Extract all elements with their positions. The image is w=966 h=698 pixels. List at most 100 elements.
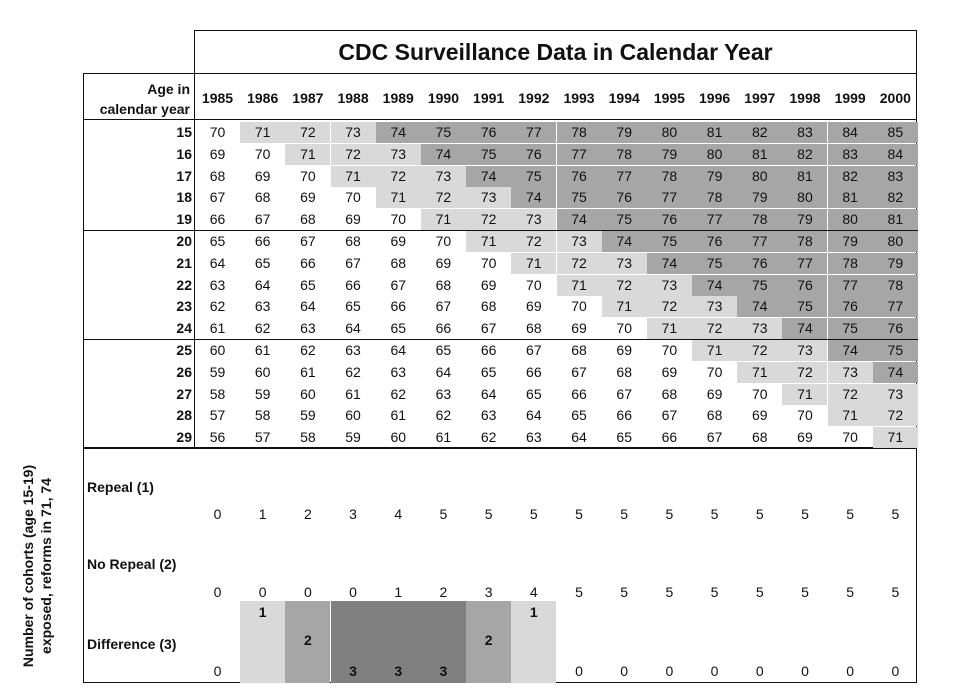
birth-year-cell: 79	[782, 209, 828, 231]
birth-year-cell: 69	[706, 385, 723, 402]
birth-year-cell: 81	[827, 187, 873, 209]
year-header-cell: 1987	[292, 90, 324, 106]
birth-year-cell: 72	[466, 209, 512, 231]
birth-year-cell: 70	[480, 254, 497, 271]
birth-year-cell: 68	[616, 363, 632, 380]
age-label: 29	[176, 429, 192, 446]
birth-year-cell: 72	[692, 318, 738, 340]
birth-year-cell: 64	[571, 429, 587, 446]
birth-year-cell: 76	[872, 318, 918, 340]
age-label: 24	[176, 320, 192, 337]
repeal-value: 5	[755, 506, 764, 522]
birth-year-cell: 77	[556, 143, 602, 165]
birth-year-cell: 68	[751, 429, 768, 446]
birth-year-cell: 72	[420, 187, 466, 209]
no-repeal-value: 5	[665, 584, 674, 600]
birth-year-cell: 66	[209, 211, 226, 228]
difference-value: 2	[484, 632, 493, 648]
birth-year-cell: 76	[646, 209, 692, 231]
repeal-value: 5	[891, 506, 900, 522]
birth-year-cell: 60	[300, 385, 316, 402]
birth-year-cell: 73	[466, 187, 512, 209]
birth-year-cell: 73	[420, 165, 466, 187]
birth-year-cell: 73	[556, 231, 602, 252]
birth-year-cell: 75	[646, 231, 692, 252]
age-group-separator	[84, 339, 918, 340]
birth-year-cell: 56	[209, 429, 226, 446]
no-repeal-value: 5	[846, 584, 855, 600]
birth-year-cell: 64	[435, 363, 452, 380]
birth-year-cell: 78	[737, 209, 783, 231]
birth-year-cell: 69	[480, 276, 497, 293]
birth-year-cell: 76	[556, 165, 602, 187]
birth-year-cell: 76	[692, 231, 738, 252]
birth-year-cell: 76	[782, 274, 828, 296]
birth-year-cell: 74	[601, 231, 647, 252]
birth-year-cell: 62	[390, 385, 407, 402]
birth-year-cell: 63	[435, 385, 452, 402]
birth-year-cell: 64	[526, 407, 542, 424]
birth-year-cell: 67	[209, 189, 226, 206]
repeal-value: 5	[846, 506, 855, 522]
repeal-value: 1	[258, 506, 267, 522]
difference-value: 0	[213, 663, 222, 679]
birth-year-cell: 63	[390, 363, 407, 380]
birth-year-cell: 72	[601, 274, 647, 296]
birth-year-cell: 57	[209, 407, 226, 424]
birth-year-cell: 73	[692, 296, 738, 318]
difference-value: 3	[349, 663, 357, 679]
no-repeal-value: 5	[801, 584, 809, 600]
birth-year-cell: 81	[782, 165, 828, 187]
birth-year-cell: 80	[692, 143, 738, 165]
birth-year-cell: 82	[737, 122, 783, 143]
difference-value: 0	[620, 663, 629, 679]
birth-year-cell: 74	[375, 122, 421, 143]
birth-year-cell: 73	[737, 318, 783, 340]
birth-year-cell: 66	[616, 407, 632, 424]
birth-year-cell: 73	[827, 361, 873, 383]
birth-year-cell: 72	[330, 143, 376, 165]
birth-year-cell: 66	[390, 298, 407, 315]
birth-year-cell: 78	[827, 252, 873, 274]
birth-year-cell: 68	[526, 320, 542, 337]
no-repeal-value: 5	[755, 584, 764, 600]
birth-year-cell: 60	[254, 363, 271, 380]
birth-year-cell: 70	[254, 145, 271, 162]
birth-year-cell: 74	[646, 252, 692, 274]
age-label: 18	[176, 189, 192, 206]
birth-year-cell: 73	[330, 122, 376, 143]
year-header-cell: 1994	[608, 90, 640, 106]
repeal-value: 5	[620, 506, 629, 522]
birth-year-cell: 64	[390, 342, 407, 358]
birth-year-cell: 73	[601, 252, 647, 274]
birth-year-cell: 71	[872, 427, 918, 449]
birth-year-cell: 68	[661, 385, 678, 402]
birth-year-cell: 70	[751, 385, 768, 402]
age-label: 19	[176, 211, 192, 228]
birth-year-cell: 81	[872, 209, 918, 231]
birth-year-cell: 58	[209, 385, 226, 402]
year-header-cell: 1986	[247, 90, 279, 106]
birth-year-cell: 77	[601, 165, 647, 187]
birth-year-cell: 69	[254, 167, 271, 184]
birth-year-cell: 66	[345, 276, 361, 293]
birth-year-cell: 78	[782, 231, 828, 252]
birth-year-cell: 70	[345, 189, 361, 206]
birth-year-cell: 72	[511, 231, 557, 252]
year-header-cell: 1992	[518, 90, 550, 106]
birth-year-cell: 70	[435, 233, 452, 249]
birth-year-cell: 84	[827, 122, 873, 143]
birth-year-cell: 68	[480, 298, 497, 315]
age-header-line2: calendar year	[99, 101, 190, 117]
birth-year-cell: 66	[254, 233, 271, 249]
difference-value: 1	[258, 604, 267, 620]
birth-year-cell: 64	[300, 298, 316, 315]
birth-year-cell: 72	[556, 252, 602, 274]
birth-year-cell: 67	[435, 298, 452, 315]
birth-year-cell: 65	[345, 298, 361, 315]
birth-year-cell: 66	[480, 342, 497, 358]
age-label: 28	[176, 407, 192, 424]
difference-shade	[330, 601, 376, 683]
birth-year-cell: 70	[842, 429, 858, 446]
repeal-value: 5	[484, 506, 493, 522]
